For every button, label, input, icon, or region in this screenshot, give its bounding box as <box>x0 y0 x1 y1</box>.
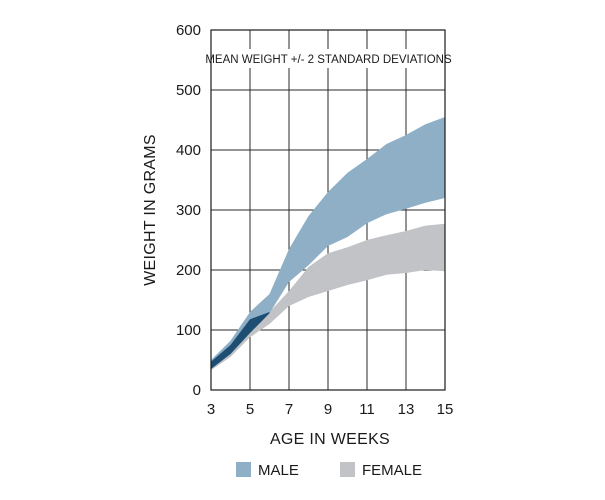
x-tick-label: 3 <box>207 401 215 418</box>
y-axis-ticks: 0 100 200 300 400 500 600 <box>176 22 201 399</box>
overlap-band <box>211 312 270 369</box>
x-axis-title: AGE IN WEEKS <box>270 431 390 448</box>
y-axis-title: WEIGHT IN GRAMS <box>142 134 159 286</box>
plot-border <box>210 29 446 391</box>
y-tick-label: 200 <box>176 262 201 279</box>
legend-male-label: MALE <box>258 462 299 479</box>
female-band <box>211 223 445 371</box>
legend-female-label: FEMALE <box>362 462 422 479</box>
x-tick-label: 7 <box>285 401 293 418</box>
y-tick-label: 300 <box>176 202 201 219</box>
x-tick-label: 9 <box>324 401 332 418</box>
x-tick-label: 15 <box>437 401 454 418</box>
legend-female-swatch <box>340 462 355 477</box>
x-tick-label: 13 <box>398 401 415 418</box>
plot-frame <box>210 29 446 391</box>
y-tick-label: 100 <box>176 322 201 339</box>
y-tick-label: 0 <box>193 382 201 399</box>
x-tick-label: 5 <box>246 401 254 418</box>
legend: MALE FEMALE <box>236 462 422 479</box>
x-axis-ticks: 3 5 7 9 11 13 15 <box>207 401 454 418</box>
x-tick-label: 11 <box>359 401 375 418</box>
annotation-background <box>213 49 443 68</box>
legend-male-swatch <box>236 462 251 477</box>
series-bands <box>211 117 445 371</box>
y-tick-label: 600 <box>176 22 201 39</box>
male-band <box>211 117 445 369</box>
chart-annotation: MEAN WEIGHT +/- 2 STANDARD DEVIATIONS <box>205 54 452 66</box>
y-tick-label: 500 <box>176 82 201 99</box>
y-tick-label: 400 <box>176 142 201 159</box>
